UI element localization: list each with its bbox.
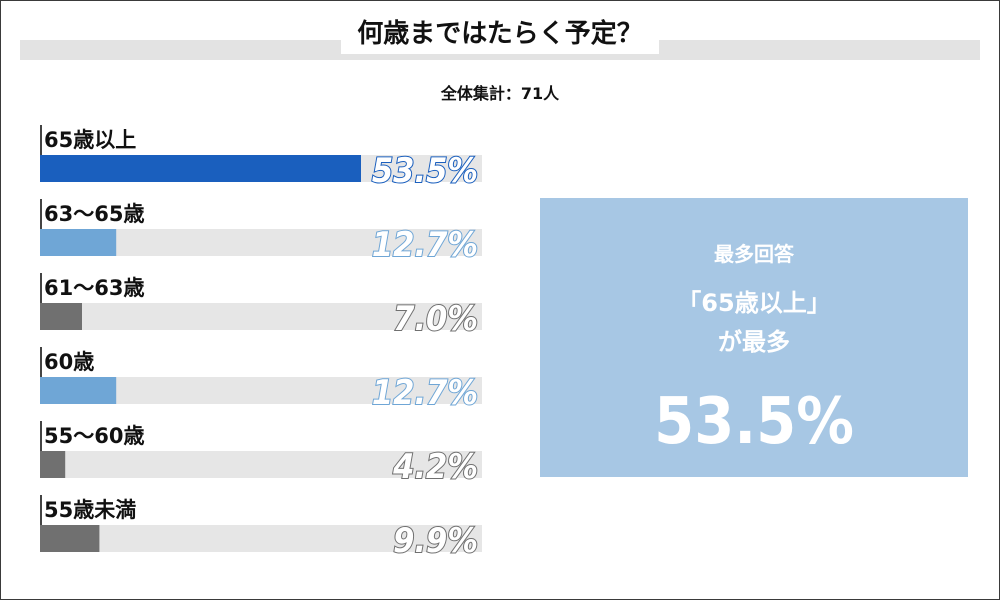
bar-axis-tick [40,495,42,552]
bar-axis-tick [40,125,42,182]
bar [40,303,82,330]
category-label: 55歳未満 [44,498,136,522]
bar [40,525,100,552]
title-wrap: 何歳まではたらく予定？ [0,14,1000,54]
callout-value: 53.5% [654,385,854,459]
value-label: 7.0% [393,299,478,339]
callout-line-1: 「65歳以上」 [677,289,831,317]
callout-heading: 最多回答 [714,242,794,266]
top-answer-callout: 最多回答 「65歳以上」 が最多 53.5% [540,198,968,477]
category-label: 60歳 [44,350,94,374]
chart-title: 何歳まではたらく予定？ [341,14,659,54]
bar-track [40,451,482,478]
callout-line-2: が最多 [718,328,790,356]
bar-axis-tick [40,421,42,478]
category-label: 55〜60歳 [44,424,144,448]
bar [40,229,117,256]
category-label: 63〜65歳 [44,202,144,226]
bar-axis-tick [40,273,42,330]
value-label: 9.9% [393,521,478,561]
bar [40,155,361,182]
value-label: 12.7% [372,225,478,265]
category-label: 65歳以上 [44,128,136,152]
value-label: 53.5% [372,151,478,191]
bar-track [40,525,482,552]
bar-axis-tick [40,199,42,256]
chart-subtitle: 全体集計：71人 [440,84,560,103]
bar [40,377,117,404]
bar-track [40,303,482,330]
bar [40,451,66,478]
bar-axis-tick [40,347,42,404]
value-label: 4.2% [392,447,478,487]
category-label: 61〜63歳 [44,276,144,300]
value-label: 12.7% [372,373,478,413]
